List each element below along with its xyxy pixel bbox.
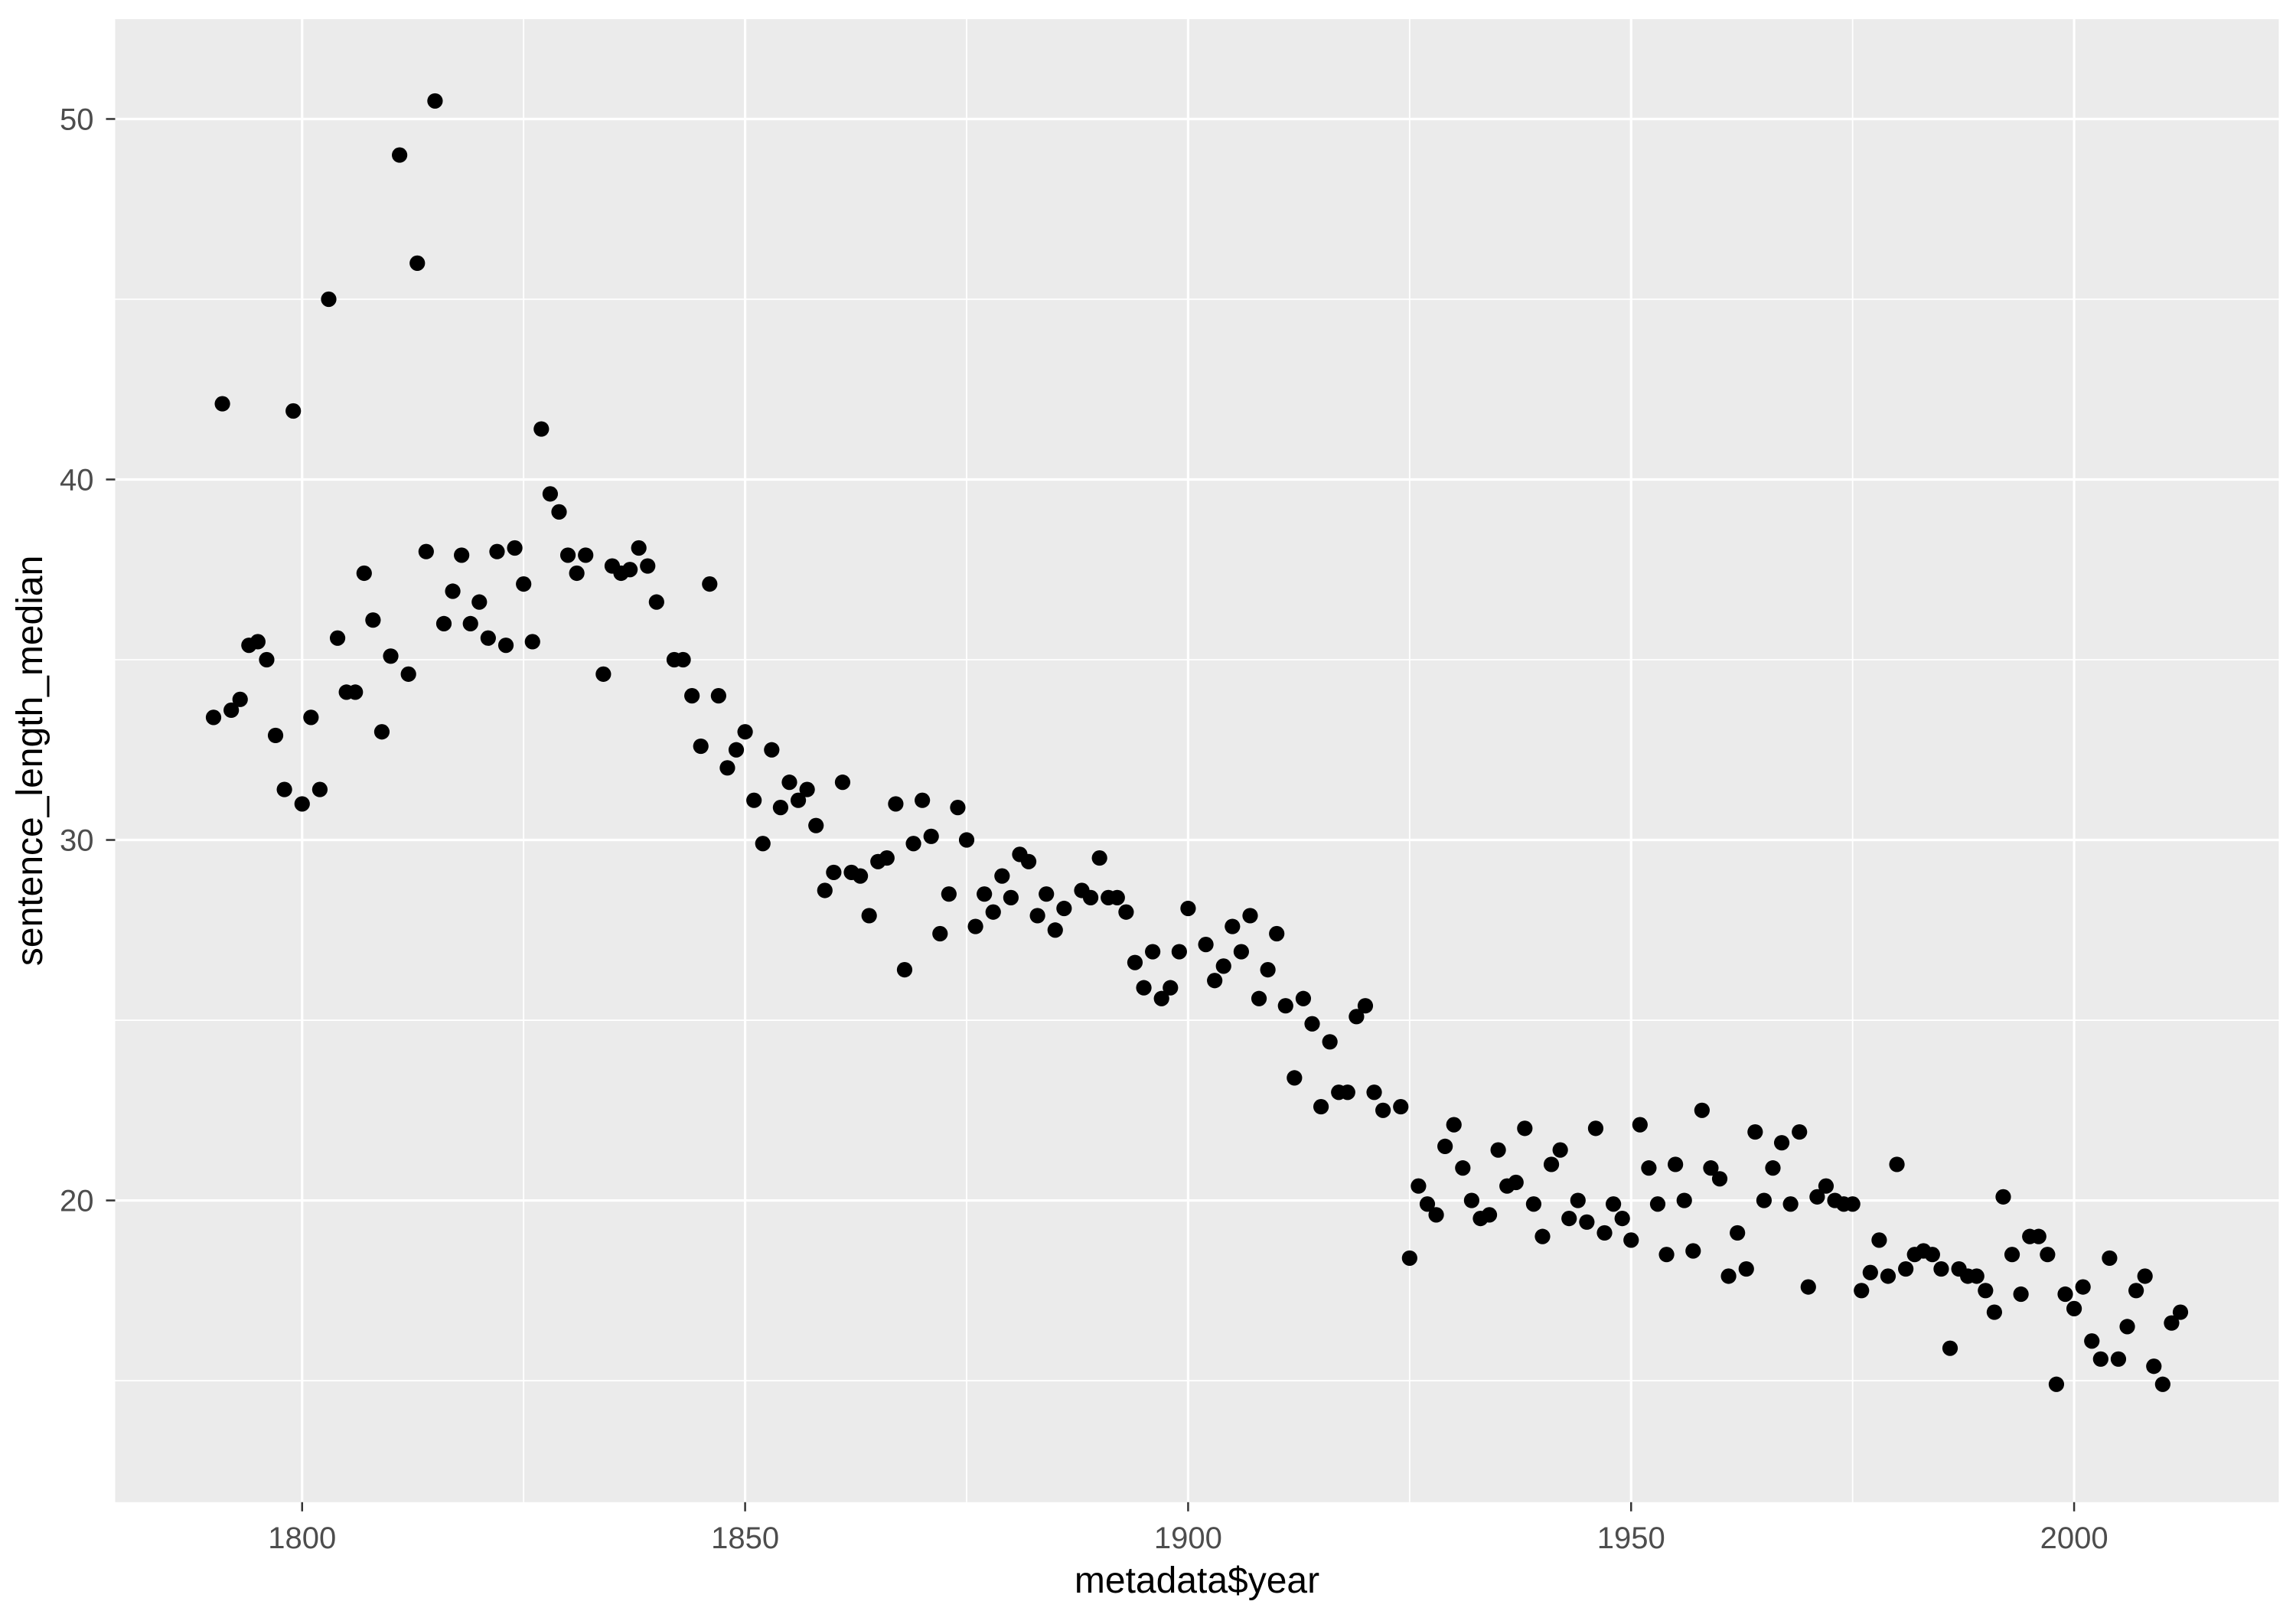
svg-text:2000: 2000	[2040, 1521, 2108, 1555]
svg-text:40: 40	[60, 464, 94, 497]
svg-text:20: 20	[60, 1185, 94, 1218]
svg-text:sentence_length_median: sentence_length_median	[10, 556, 51, 966]
svg-text:1850: 1850	[711, 1521, 779, 1555]
svg-text:metadata$year: metadata$year	[1075, 1560, 1319, 1601]
svg-text:1800: 1800	[268, 1521, 336, 1555]
svg-text:1950: 1950	[1597, 1521, 1665, 1555]
svg-text:30: 30	[60, 824, 94, 858]
svg-text:50: 50	[60, 103, 94, 136]
svg-text:1900: 1900	[1154, 1521, 1222, 1555]
